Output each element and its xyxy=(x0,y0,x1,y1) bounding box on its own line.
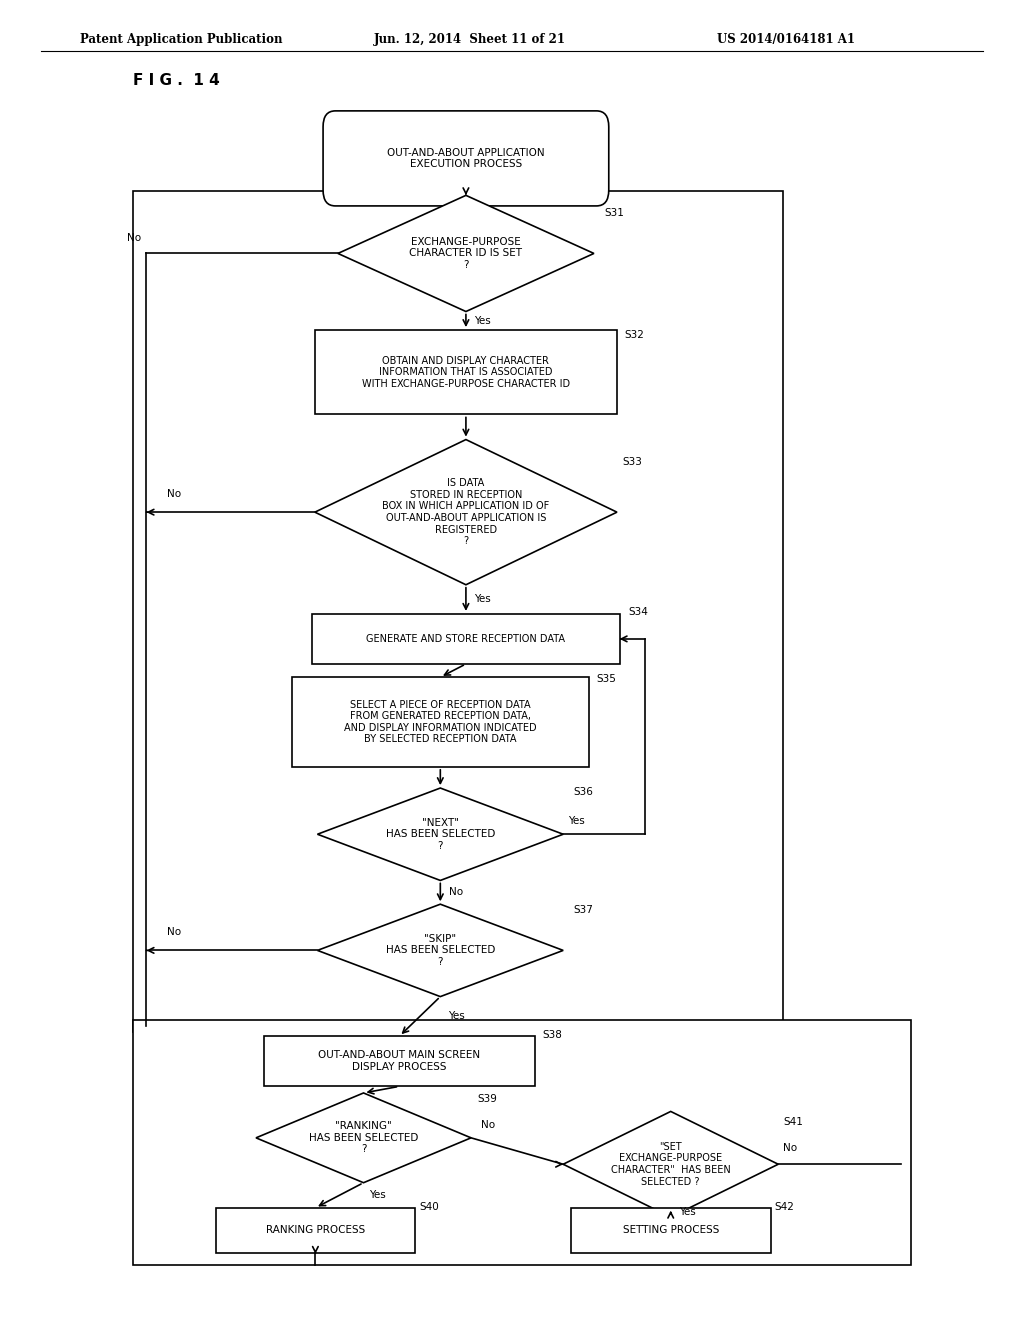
Text: Yes: Yes xyxy=(474,594,490,605)
Text: Yes: Yes xyxy=(568,816,585,826)
Text: Jun. 12, 2014  Sheet 11 of 21: Jun. 12, 2014 Sheet 11 of 21 xyxy=(374,33,565,46)
Text: S38: S38 xyxy=(543,1030,562,1040)
Bar xyxy=(315,330,616,414)
Text: S34: S34 xyxy=(629,607,648,618)
Text: OUT-AND-ABOUT APPLICATION
EXECUTION PROCESS: OUT-AND-ABOUT APPLICATION EXECUTION PROC… xyxy=(387,148,545,169)
Bar xyxy=(264,1036,535,1086)
Text: SELECT A PIECE OF RECEPTION DATA
FROM GENERATED RECEPTION DATA,
AND DISPLAY INFO: SELECT A PIECE OF RECEPTION DATA FROM GE… xyxy=(344,700,537,744)
Bar xyxy=(215,1208,416,1253)
Polygon shape xyxy=(315,440,616,585)
Text: Patent Application Publication: Patent Application Publication xyxy=(80,33,283,46)
Text: SETTING PROCESS: SETTING PROCESS xyxy=(623,1225,719,1236)
Text: No: No xyxy=(481,1119,496,1130)
Text: OUT-AND-ABOUT MAIN SCREEN
DISPLAY PROCESS: OUT-AND-ABOUT MAIN SCREEN DISPLAY PROCES… xyxy=(318,1051,480,1072)
Text: F I G .  1 4: F I G . 1 4 xyxy=(133,73,220,87)
Text: No: No xyxy=(167,488,181,499)
Polygon shape xyxy=(317,788,563,880)
Bar xyxy=(133,191,783,1032)
Text: EXCHANGE-PURPOSE
CHARACTER ID IS SET
?: EXCHANGE-PURPOSE CHARACTER ID IS SET ? xyxy=(410,236,522,271)
Text: IS DATA
STORED IN RECEPTION
BOX IN WHICH APPLICATION ID OF
OUT-AND-ABOUT APPLICA: IS DATA STORED IN RECEPTION BOX IN WHICH… xyxy=(382,478,550,546)
Text: GENERATE AND STORE RECEPTION DATA: GENERATE AND STORE RECEPTION DATA xyxy=(367,634,565,644)
Text: "SET
EXCHANGE-PURPOSE
CHARACTER"  HAS BEEN
SELECTED ?: "SET EXCHANGE-PURPOSE CHARACTER" HAS BEE… xyxy=(611,1142,730,1187)
Polygon shape xyxy=(563,1111,778,1217)
Polygon shape xyxy=(317,904,563,997)
Text: S33: S33 xyxy=(623,457,642,467)
FancyBboxPatch shape xyxy=(324,111,608,206)
Text: S42: S42 xyxy=(774,1203,794,1213)
Text: "SKIP"
HAS BEEN SELECTED
?: "SKIP" HAS BEEN SELECTED ? xyxy=(386,933,495,968)
Text: US 2014/0164181 A1: US 2014/0164181 A1 xyxy=(717,33,855,46)
Text: "RANKING"
HAS BEEN SELECTED
?: "RANKING" HAS BEEN SELECTED ? xyxy=(309,1121,418,1155)
Text: OBTAIN AND DISPLAY CHARACTER
INFORMATION THAT IS ASSOCIATED
WITH EXCHANGE-PURPOS: OBTAIN AND DISPLAY CHARACTER INFORMATION… xyxy=(361,355,570,389)
Bar xyxy=(571,1208,770,1253)
Text: No: No xyxy=(167,927,181,937)
Text: RANKING PROCESS: RANKING PROCESS xyxy=(266,1225,365,1236)
Text: S39: S39 xyxy=(477,1094,497,1105)
Bar xyxy=(133,1020,911,1265)
Text: S35: S35 xyxy=(596,675,615,685)
Text: S37: S37 xyxy=(573,906,593,916)
Text: No: No xyxy=(449,887,463,898)
Text: "NEXT"
HAS BEEN SELECTED
?: "NEXT" HAS BEEN SELECTED ? xyxy=(386,817,495,851)
Text: S32: S32 xyxy=(625,330,644,341)
Text: No: No xyxy=(783,1143,798,1154)
Text: Yes: Yes xyxy=(679,1208,695,1217)
Text: Yes: Yes xyxy=(474,315,490,326)
Text: S31: S31 xyxy=(604,209,624,219)
Text: Yes: Yes xyxy=(449,1011,465,1022)
Text: Yes: Yes xyxy=(369,1191,385,1200)
Polygon shape xyxy=(256,1093,471,1183)
Polygon shape xyxy=(338,195,594,312)
Text: S40: S40 xyxy=(420,1203,439,1213)
Text: S41: S41 xyxy=(783,1117,803,1127)
Text: No: No xyxy=(127,232,141,243)
Bar xyxy=(312,614,620,664)
Text: S36: S36 xyxy=(573,787,593,797)
Bar xyxy=(292,677,589,767)
